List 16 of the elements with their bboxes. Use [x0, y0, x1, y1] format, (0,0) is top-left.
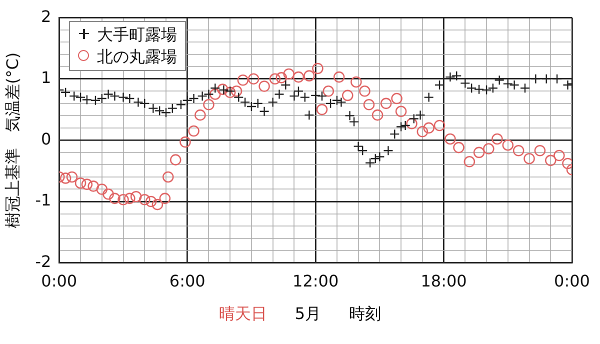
y-tick-label: -1 [35, 190, 52, 210]
y-tick-label: -2 [35, 252, 52, 271]
y-tick-label: 2 [40, 6, 52, 26]
x-tick-label: 0:00 [41, 272, 78, 291]
x-tick-label: 18:00 [420, 272, 467, 291]
text: 晴天日 [218, 304, 267, 323]
legend-label: 大手町露場 [96, 24, 178, 44]
legend-label: 北の丸露場 [96, 46, 178, 66]
y-tick-label: 1 [40, 68, 52, 88]
x-axis-title: 時刻 [349, 304, 382, 323]
x-tick-label: 6:00 [169, 272, 206, 291]
y-axis-title: 樹冠上基準 気温差(°C) [2, 52, 22, 228]
y-tick-label: 0 [40, 129, 52, 148]
text: 5月 [294, 304, 322, 323]
x-tick-label: 0:00 [554, 272, 590, 291]
x-tick-label: 12:00 [292, 272, 339, 291]
